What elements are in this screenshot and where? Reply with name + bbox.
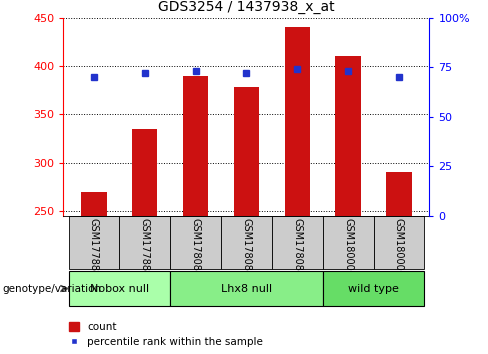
Text: wild type: wild type bbox=[348, 284, 399, 293]
Legend: count, percentile rank within the sample: count, percentile rank within the sample bbox=[69, 322, 263, 347]
Bar bbox=[81, 192, 107, 216]
Bar bbox=[272, 216, 323, 269]
Text: GSM180004: GSM180004 bbox=[343, 217, 353, 276]
Bar bbox=[170, 271, 323, 306]
Bar bbox=[221, 216, 272, 269]
Text: GSM177882: GSM177882 bbox=[89, 217, 99, 277]
Text: Lhx8 null: Lhx8 null bbox=[221, 284, 272, 293]
Bar bbox=[386, 172, 412, 216]
Bar bbox=[170, 216, 221, 269]
Bar bbox=[234, 87, 259, 216]
Bar bbox=[323, 216, 373, 269]
Text: GSM178086: GSM178086 bbox=[292, 217, 302, 276]
Bar bbox=[183, 76, 208, 216]
Text: Nobox null: Nobox null bbox=[90, 284, 149, 293]
Text: genotype/variation: genotype/variation bbox=[2, 284, 102, 293]
Bar bbox=[132, 129, 158, 216]
Bar bbox=[120, 216, 170, 269]
Bar bbox=[68, 216, 120, 269]
Text: GSM180005: GSM180005 bbox=[394, 217, 404, 276]
Bar bbox=[285, 27, 310, 216]
Bar bbox=[373, 216, 425, 269]
Text: GSM178085: GSM178085 bbox=[242, 217, 251, 277]
Title: GDS3254 / 1437938_x_at: GDS3254 / 1437938_x_at bbox=[158, 0, 335, 14]
Bar bbox=[68, 271, 170, 306]
Text: GSM177883: GSM177883 bbox=[140, 217, 150, 277]
Bar bbox=[323, 271, 425, 306]
Text: GSM178084: GSM178084 bbox=[191, 217, 201, 276]
Bar bbox=[335, 56, 361, 216]
